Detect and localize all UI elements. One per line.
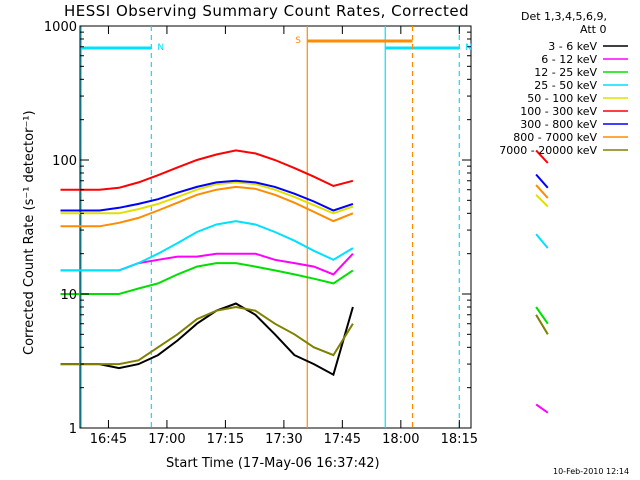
x-tick-label: 17:15 [207,432,244,447]
chart-title: HESSI Observing Summary Count Rates, Cor… [64,2,469,20]
y-tick-label: 1 [69,422,77,437]
x-tick-label: 18:15 [441,432,478,447]
legend-label: 12 - 25 keV [534,66,597,79]
marker-label: N [157,43,164,53]
series-line [60,173,549,212]
legend-label: 3 - 6 keV [548,40,597,53]
x-tick-label: 17:00 [148,432,185,447]
axis-ticks: 16:45 17:00 17:15 17:30 17:45 18:00 18:15 1 10 10… [44,20,478,447]
x-tick-label: 17:45 [324,432,361,447]
series-line [60,220,549,272]
y-tick-label: 100 [52,154,77,169]
legend-label: 7000 - 20000 keV [499,144,597,157]
footer-timestamp: 10-Feb-2010 12:14 [553,467,629,476]
x-axis-label: Start Time (17-May-06 16:37:42) [166,456,380,471]
series-group [60,149,549,414]
legend-label: 300 - 800 keV [520,118,597,131]
legend-label: 25 - 50 keV [534,79,597,92]
legend-label: 50 - 100 keV [527,92,597,105]
y-axis-label: Corrected Count Rate (s⁻¹ detector⁻¹) [22,110,37,355]
legend-label: 100 - 300 keV [520,105,597,118]
series-line [60,181,549,215]
marker-label: S [295,36,301,46]
series-line [60,262,549,325]
series-line [60,302,354,377]
y-tick-label: 10 [60,288,77,303]
series-line [60,184,549,228]
series-line [60,305,549,366]
x-tick-label: 18:00 [382,432,419,447]
marker-label: N [465,43,472,53]
x-tick-label: 17:30 [265,432,302,447]
x-tick-label: 16:45 [90,432,127,447]
markers-group: N NS [80,26,472,428]
y-tick-label: 1000 [44,20,77,35]
legend-header-1: Det 1,3,4,5,6,9, [521,10,607,23]
series-line [60,149,549,191]
legend-header-2: Att 0 [580,23,606,36]
legend-label: 800 - 7000 keV [513,131,597,144]
legend-label: 6 - 12 keV [541,53,597,66]
